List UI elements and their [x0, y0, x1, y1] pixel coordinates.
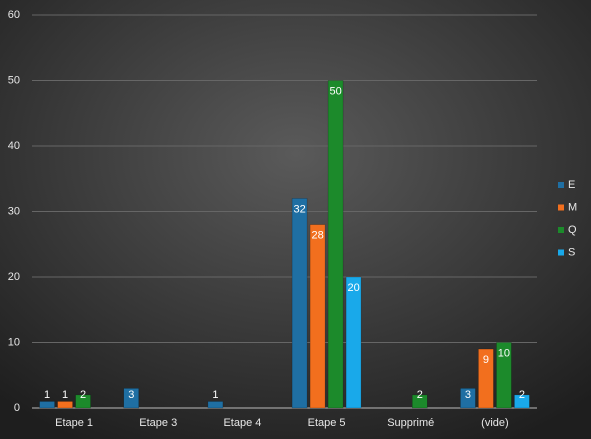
- bar: [75, 394, 91, 409]
- data-label: 20: [347, 282, 359, 294]
- data-label: 2: [417, 389, 423, 401]
- x-tick-label: Etape 5: [308, 417, 346, 429]
- data-label: 50: [329, 85, 341, 97]
- legend-label: Q: [568, 224, 577, 236]
- bar: [39, 401, 55, 409]
- legend-label: S: [568, 246, 575, 258]
- y-tick-label: 40: [8, 140, 20, 152]
- bar: [345, 276, 362, 409]
- bar: [412, 394, 428, 409]
- y-tick-label: 60: [8, 9, 20, 21]
- data-label: 2: [80, 389, 86, 401]
- data-label: 1: [62, 389, 68, 401]
- data-label: 10: [498, 347, 510, 359]
- data-label: 2: [519, 389, 525, 401]
- data-label: 28: [311, 230, 323, 242]
- legend-label: E: [568, 179, 575, 191]
- legend-marker: [558, 182, 564, 188]
- x-tick-label: Supprimé: [387, 417, 434, 429]
- x-tick-label: (vide): [481, 417, 509, 429]
- legend-marker: [558, 204, 564, 211]
- bar: [123, 388, 139, 409]
- data-label: 1: [44, 389, 50, 401]
- bar: [514, 394, 530, 409]
- bar: [327, 80, 344, 409]
- y-tick-label: 30: [8, 205, 20, 217]
- data-label: 3: [128, 389, 134, 401]
- y-tick-label: 20: [8, 271, 20, 283]
- y-tick-label: 10: [8, 336, 20, 348]
- data-label: 32: [293, 203, 305, 215]
- legend-label: M: [568, 201, 577, 213]
- bar: [57, 401, 73, 409]
- legend-marker: [558, 249, 564, 256]
- data-label: 1: [212, 389, 218, 401]
- bar: [291, 198, 308, 409]
- x-tick-label: Etape 1: [55, 417, 93, 429]
- bar: [309, 224, 326, 409]
- data-label: 3: [465, 389, 471, 401]
- legend-marker: [558, 227, 564, 233]
- data-label: 9: [483, 354, 489, 366]
- y-tick-label: 50: [8, 74, 20, 86]
- bar: [460, 388, 476, 409]
- x-tick-label: Etape 3: [139, 417, 177, 429]
- x-tick-label: Etape 4: [223, 417, 261, 429]
- bar: [207, 401, 224, 409]
- bar: [496, 342, 512, 409]
- y-tick-label: 0: [14, 402, 20, 414]
- bar: [478, 348, 494, 409]
